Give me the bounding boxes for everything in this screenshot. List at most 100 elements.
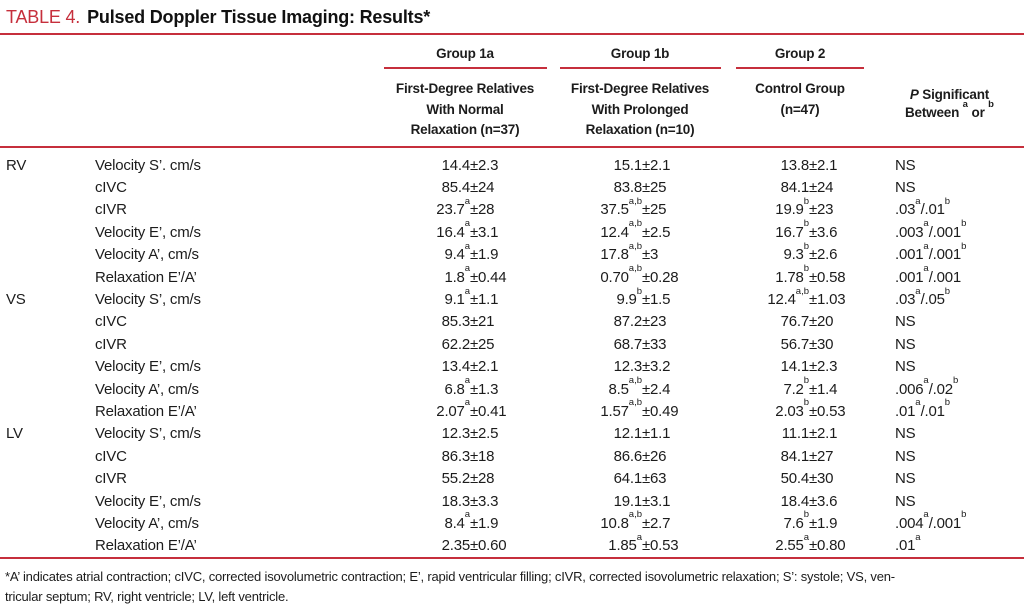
value-group-2: 14.1 ±2.3 xyxy=(780,358,838,376)
value-group-2: 9.3b ±2.6 xyxy=(783,240,838,264)
value-group-1b: 10.8a,b ±2.7 xyxy=(600,509,671,532)
value-group-2: 7.2b ±1.4 xyxy=(783,375,838,398)
p-value: NS xyxy=(895,179,916,197)
group-2-name: Group 2 xyxy=(774,46,826,61)
table-row: Velocity E’, cm/s 18.3 ±3.3 19.1 ±3.1 18.4… xyxy=(0,490,1024,512)
value-group-1b: 12.3 ±3.2 xyxy=(613,358,671,376)
value-group-1a: 85.4 ±24 xyxy=(441,179,495,197)
value-group-2: 19.9b ±23 xyxy=(775,195,834,219)
value-group-1a: 62.2 ±25 xyxy=(441,335,495,353)
group-1a-description: First-Degree Relatives With Normal Relax… xyxy=(395,81,535,137)
value-group-2: 2.03b ±0.53 xyxy=(775,397,846,420)
value-group-2: 7.6b ±1.9 xyxy=(783,509,838,532)
table-row: Relaxation E’/A’ 1.8a ±0.44 0.70a,b ±0.28 … xyxy=(0,263,1024,288)
value-group-2: 84.1 ±27 xyxy=(780,447,834,465)
region-label: RV xyxy=(6,156,27,174)
table-row: Velocity E’, cm/s 16.4a ±3.1 12.4a,b ±2.5 … xyxy=(0,218,1024,243)
parameter-label: Velocity A’, cm/s xyxy=(95,514,199,532)
value-group-1b: 64.1 ±63 xyxy=(613,470,667,488)
p-value: NS xyxy=(895,156,916,174)
value-group-1b: 0.70a,b ±0.28 xyxy=(600,263,679,286)
value-group-1b: 68.7 ±33 xyxy=(613,335,667,353)
table-row: cIVR 23.7a ±28 37.5a,b ±25 19.9b ±23 .03a/.… xyxy=(0,195,1024,221)
value-group-2: 50.4 ±30 xyxy=(780,470,834,488)
header-spacer-region xyxy=(0,35,95,141)
table-row: cIVC 85.4 ±24 83.8 ±25 84.1 ±24 NS xyxy=(0,176,1024,198)
group-2-description: Control Group (n=47) xyxy=(755,81,845,117)
value-group-2: 11.1 ±2.1 xyxy=(781,425,838,443)
p-value: .03a/.05b xyxy=(895,285,951,309)
value-group-2: 76.7 ±20 xyxy=(780,313,834,331)
parameter-label: Velocity S’. cm/s xyxy=(95,156,201,174)
parameter-label: cIVR xyxy=(95,470,127,488)
p-value: .001a/.001b xyxy=(895,240,967,264)
table-row: Relaxation E’/A’ 2.07a ±0.41 1.57a,b ±0.49… xyxy=(0,397,1024,422)
value-group-1b: 17.8a,b ±3 xyxy=(600,240,659,264)
value-group-1b: 8.5a,b ±2.4 xyxy=(608,375,671,398)
parameter-label: cIVR xyxy=(95,335,127,353)
value-group-1b: 12.4a,b ±2.5 xyxy=(600,218,671,241)
parameter-label: Velocity E’, cm/s xyxy=(95,223,201,241)
value-group-1a: 13.4 ±2.1 xyxy=(441,358,499,376)
p-header-line1: P Significant xyxy=(909,87,990,102)
table-row: cIVC 86.3 ±18 86.6 ±26 84.1 ±27 NS xyxy=(0,445,1024,467)
table-number: TABLE 4. xyxy=(6,7,81,27)
title-divider-rule xyxy=(0,33,1024,35)
table-row: Relaxation E’/A’ 2.35 ±0.60 1.85a ±0.53 2.… xyxy=(0,531,1024,557)
group-1b-name: Group 1b xyxy=(610,46,670,61)
bottom-divider-rule xyxy=(0,557,1024,559)
p-value: .01a/.01b xyxy=(895,397,951,420)
value-group-1b: 15.1 ±2.1 xyxy=(613,156,671,174)
table-row: Velocity A’, cm/s 8.4a ±1.9 10.8a,b ±2.7 7… xyxy=(0,509,1024,534)
value-group-2: 56.7 ±30 xyxy=(780,335,834,353)
table-row: cIVC 85.3 ±21 87.2 ±23 76.7 ±20 NS xyxy=(0,311,1024,333)
value-group-2: 1.78b ±0.58 xyxy=(775,263,846,286)
value-group-1a: 18.3 ±3.3 xyxy=(441,492,499,510)
header-spacer-parameter xyxy=(95,35,375,141)
value-group-1b: 1.85a ±0.53 xyxy=(608,531,679,555)
value-group-2: 2.55a ±0.80 xyxy=(775,531,846,555)
footnote-line-2: tricular septum; RV, right ventricle; LV… xyxy=(5,588,289,604)
footnote-line-1: *A’ indicates atrial contraction; cIVC, … xyxy=(5,569,895,584)
p-value: NS xyxy=(895,447,916,465)
group-1b-underline xyxy=(559,67,721,69)
parameter-label: Relaxation E’/A’ xyxy=(95,402,197,420)
parameter-label: cIVC xyxy=(95,447,127,465)
parameter-label: cIVC xyxy=(95,179,127,197)
parameter-label: Velocity A’, cm/s xyxy=(95,380,199,398)
value-group-1a: 8.4a ±1.9 xyxy=(444,509,499,532)
value-group-2: 18.4 ±3.6 xyxy=(780,492,838,510)
value-group-2: 84.1 ±24 xyxy=(780,179,834,197)
p-value: NS xyxy=(895,358,916,376)
value-group-1a: 86.3 ±18 xyxy=(441,447,495,465)
table-footnote: *A’ indicates atrial contraction; cIVC, … xyxy=(5,567,1021,605)
p-value: .004a/.001b xyxy=(895,509,967,532)
p-value: NS xyxy=(895,492,916,510)
region-label: LV xyxy=(6,425,23,443)
p-value: NS xyxy=(895,313,916,331)
value-group-1a: 55.2 ±28 xyxy=(441,470,495,488)
header-divider-rule xyxy=(0,146,1024,148)
p-header-line2: Between a or b xyxy=(905,98,994,120)
value-group-1b: 86.6 ±26 xyxy=(613,447,667,465)
value-group-2: 12.4a,b ±1.03 xyxy=(767,285,846,309)
table-row: cIVR 62.2 ±25 68.7 ±33 56.7 ±30 NS xyxy=(0,333,1024,355)
column-header-group-2: Group 2 Control Group (n=47) xyxy=(725,35,875,141)
p-value: .001a/.001 xyxy=(895,263,962,286)
column-header-p-significant: P Significant Between a or b xyxy=(875,35,1024,141)
value-group-1a: 9.1a ±1.1 xyxy=(444,285,499,309)
value-group-1a: 85.3 ±21 xyxy=(441,313,495,331)
parameter-label: Relaxation E’/A’ xyxy=(95,268,197,286)
parameter-label: cIVR xyxy=(95,201,127,219)
value-group-1b: 37.5a,b ±25 xyxy=(600,195,667,219)
value-group-1b: 1.57a,b ±0.49 xyxy=(600,397,679,420)
table-row: Velocity E’, cm/s 13.4 ±2.1 12.3 ±3.2 14.1… xyxy=(0,356,1024,378)
value-group-1a: 12.3 ±2.5 xyxy=(441,425,499,443)
p-value: .01a xyxy=(895,531,921,555)
p-value: NS xyxy=(895,425,916,443)
value-group-1a: 23.7a ±28 xyxy=(436,195,495,219)
value-group-1a: 2.07a ±0.41 xyxy=(436,397,507,420)
table-row: VS Velocity S’, cm/s 9.1a ±1.1 9.9b ±1.5 1… xyxy=(0,285,1024,310)
p-value: .003a/.001b xyxy=(895,218,967,241)
